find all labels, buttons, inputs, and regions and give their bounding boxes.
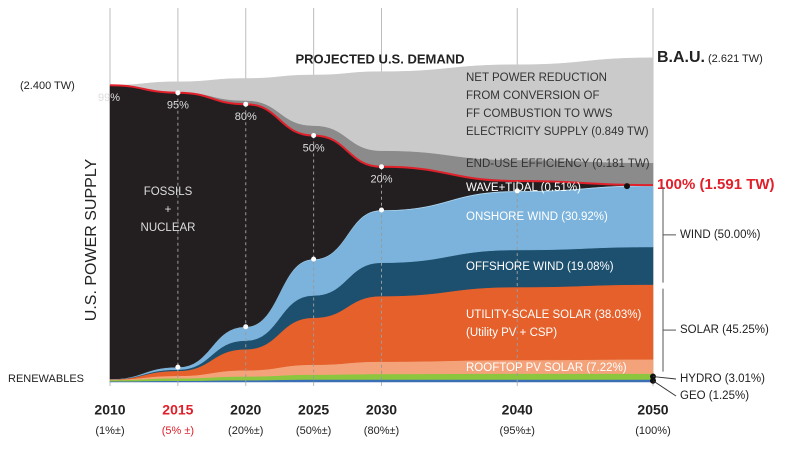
series-label: WAVE+TIDAL (0.51%)	[466, 182, 581, 194]
series-label: (Utility PV + CSP)	[466, 327, 557, 339]
overlay	[109, 84, 677, 397]
callout-line	[652, 380, 677, 397]
bau-label: B.A.U.	[657, 49, 705, 66]
x-tick-label: 2030	[366, 402, 397, 418]
supply-line	[109, 84, 654, 187]
series-label: ROOFTOP PV SOLAR (7.22%)	[466, 362, 627, 374]
group-label: SOLAR (45.25%)	[680, 324, 769, 336]
x-sublabel: (20%±)	[228, 425, 263, 437]
share-label: 20%	[370, 174, 392, 186]
bau-value: (2.621 TW)	[708, 53, 763, 65]
x-sublabel: (100%)	[635, 425, 670, 437]
series-label: OFFSHORE WIND (19.08%)	[466, 261, 614, 273]
start-label: (2.400 TW)	[20, 80, 75, 92]
share-label: 99%	[98, 92, 120, 104]
share-label: 95%	[167, 100, 189, 112]
series-label: ONSHORE WIND (30.92%)	[466, 211, 608, 223]
renewables-point	[175, 364, 181, 370]
y-axis-label: U.S. POWER SUPPLY	[83, 158, 100, 321]
series-label: NET POWER REDUCTION	[466, 72, 607, 84]
series-label: GEO (1.25%)	[680, 390, 749, 402]
series-label: ELECTRICITY SUPPLY (0.849 TW)	[466, 126, 649, 138]
group-label: WIND (50.00%)	[680, 229, 761, 241]
renewables-label: RENEWABLES	[8, 373, 84, 385]
x-tick-label: 2025	[298, 402, 329, 418]
callout-line	[652, 376, 677, 380]
series-label: HYDRO (3.01%)	[680, 373, 765, 385]
renewables-point	[311, 256, 317, 262]
renewables-point	[624, 183, 630, 190]
share-label: 50%	[303, 142, 325, 154]
x-tick-label: 2040	[502, 402, 533, 418]
supply-point	[379, 164, 384, 170]
series-label: UTILITY-SCALE SOLAR (38.03%)	[466, 309, 642, 321]
x-tick-label: 2020	[230, 402, 261, 418]
x-tick-label: 2015	[162, 402, 193, 418]
x-sublabel: (50%±)	[296, 425, 331, 437]
series-label: FOSSILS	[144, 186, 193, 198]
series-label: FROM CONVERSION OF	[466, 90, 600, 102]
x-tick-label: 2050	[637, 402, 668, 418]
supply-point	[175, 90, 181, 96]
chart-title: PROJECTED U.S. DEMAND	[295, 51, 464, 66]
area	[109, 57, 654, 164]
series-label: NUCLEAR	[141, 222, 196, 234]
x-sublabel: (80%±)	[364, 425, 399, 437]
target-label: 100% (1.591 TW)	[657, 176, 775, 193]
supply-point	[311, 132, 317, 138]
series-label: +	[165, 204, 172, 216]
x-sublabel: (1%±)	[95, 425, 124, 437]
share-label: 80%	[235, 111, 257, 123]
x-tick-label: 2010	[94, 402, 125, 418]
x-sublabel: (95%±)	[500, 425, 535, 437]
supply-point	[243, 101, 249, 107]
renewables-point	[243, 324, 249, 330]
series-label: END-USE EFFICIENCY (0.181 TW)	[466, 158, 650, 170]
renewables-point	[379, 207, 384, 213]
renewables-point	[514, 188, 520, 194]
x-sublabel: (5% ±)	[162, 425, 194, 437]
series-label: FF COMBUSTION TO WWS	[466, 108, 613, 120]
